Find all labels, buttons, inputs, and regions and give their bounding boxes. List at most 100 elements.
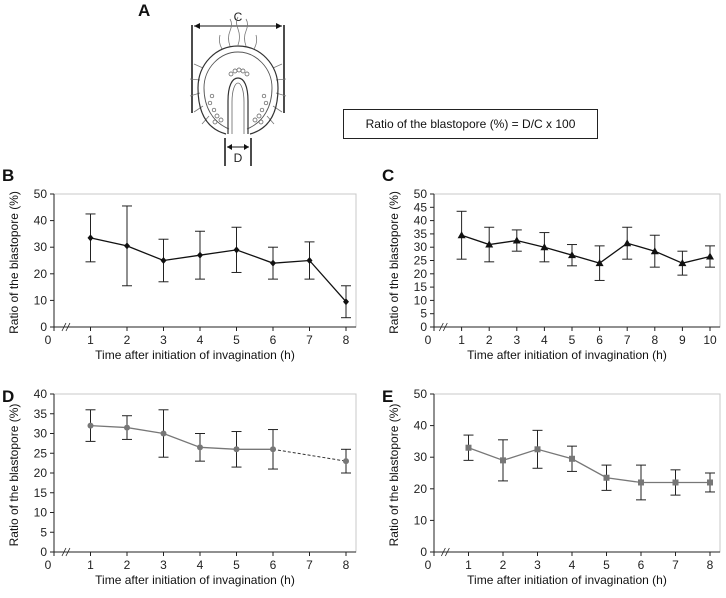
y-tick-label: 0 (40, 320, 47, 334)
data-point (465, 444, 472, 451)
y-tick-label: 25 (414, 254, 428, 268)
x-tick-label: 8 (343, 333, 350, 347)
panel-label-c: C (382, 166, 395, 185)
data-point (672, 479, 679, 486)
data-point (124, 242, 130, 250)
axis-break-mark (61, 322, 67, 332)
x-tick-label: 8 (651, 333, 658, 347)
y-tick-label: 0 (420, 545, 427, 559)
series-line (468, 447, 710, 484)
y-tick-label: 30 (34, 240, 48, 254)
y-tick-label: 50 (414, 188, 428, 201)
x-tick-label: 5 (233, 558, 240, 572)
data-point (595, 259, 604, 267)
x-tick-label: 2 (486, 333, 493, 347)
axis-break-mark (440, 547, 446, 557)
data-point (569, 455, 575, 462)
diagram-label-c: C (234, 10, 243, 24)
x-tick-label: 4 (197, 333, 204, 347)
x-tick-label: 1 (458, 333, 465, 347)
series-line (90, 237, 347, 303)
y-tick-label: 15 (414, 280, 428, 294)
y-tick-label: 30 (414, 450, 428, 464)
y-tick-label: 50 (34, 188, 48, 201)
x-tick-label: 3 (160, 333, 167, 347)
data-point (87, 234, 94, 242)
y-tick-label: 35 (34, 407, 48, 421)
data-point (306, 257, 313, 264)
y-tick-label: 30 (414, 240, 428, 254)
data-point (638, 479, 644, 486)
data-point (534, 446, 541, 453)
y-axis-title: Ratio of the blastopore (%) (7, 404, 21, 547)
y-tick-label: 20 (414, 267, 428, 281)
y-tick-label: 10 (34, 293, 48, 307)
y-tick-label: 45 (414, 200, 428, 214)
data-point (500, 457, 506, 464)
data-point (233, 246, 240, 254)
chart-panel-b: 0 10 20 30 40 50 0 1 2 3 4 5 6 7 8 Time after initiatio… (7, 188, 357, 362)
y-tick-label: 30 (34, 427, 48, 441)
x-tick-label: 1 (87, 333, 94, 347)
y-tick-label: 35 (414, 227, 428, 241)
formula-box: Ratio of the blastopore (%) = D/C x 100 (343, 109, 598, 139)
y-tick-label: 40 (34, 388, 48, 401)
x-tick-label: 8 (707, 558, 714, 572)
data-point (124, 424, 130, 431)
data-point (706, 252, 714, 260)
y-tick-label: 40 (34, 214, 48, 228)
panel-label-a: A (138, 1, 151, 20)
x-tick-label: 0 (45, 333, 52, 347)
series-line (461, 234, 711, 264)
data-point (87, 422, 94, 429)
x-tick-label: 7 (306, 558, 313, 572)
x-axis-title: Time after initiation of invagination (h… (467, 348, 667, 362)
y-tick-label: 20 (34, 466, 48, 480)
y-axis-title: Ratio of the blastopore (%) (7, 191, 21, 334)
data-point (650, 247, 659, 255)
data-point (540, 243, 549, 251)
y-tick-label: 5 (40, 525, 47, 539)
diagram-label-d: D (234, 151, 243, 165)
data-point (707, 479, 713, 486)
x-tick-label: 7 (624, 333, 631, 347)
data-point (270, 446, 276, 453)
y-tick-label: 50 (414, 388, 428, 401)
y-tick-label: 40 (414, 419, 428, 433)
y-tick-label: 10 (414, 513, 428, 527)
axis-break-mark (61, 547, 67, 557)
x-tick-label: 2 (124, 333, 131, 347)
x-tick-label: 1 (465, 558, 472, 572)
axis-break-mark (438, 322, 444, 332)
data-point (568, 251, 576, 259)
y-tick-label: 0 (40, 545, 47, 559)
x-tick-label: 7 (672, 558, 679, 572)
data-point (457, 231, 466, 239)
y-tick-label: 40 (414, 214, 428, 228)
data-point (270, 259, 276, 267)
data-point (603, 474, 610, 481)
series-line (90, 424, 273, 450)
x-tick-label: 3 (534, 558, 541, 572)
x-tick-label: 2 (500, 558, 507, 572)
x-tick-label: 0 (425, 558, 432, 572)
panel-label-b: B (2, 166, 15, 185)
x-axis-title: Time after initiation of invagination (h… (95, 573, 295, 587)
x-tick-label: 4 (569, 558, 576, 572)
x-tick-label: 10 (703, 333, 717, 347)
y-axis-title: Ratio of the blastopore (%) (387, 404, 401, 547)
x-tick-label: 9 (679, 333, 686, 347)
y-tick-label: 20 (34, 267, 48, 281)
x-tick-label: 6 (596, 333, 603, 347)
y-axis-title: Ratio of the blastopore (%) (387, 191, 401, 334)
data-point (197, 444, 203, 451)
axis-break-mark (65, 547, 71, 557)
y-tick-label: 0 (420, 320, 427, 334)
panel-label-e: E (382, 387, 394, 406)
x-tick-label: 7 (306, 333, 313, 347)
x-tick-label: 0 (425, 333, 432, 347)
x-tick-label: 0 (45, 558, 52, 572)
data-point (623, 239, 632, 247)
data-point (343, 298, 349, 306)
